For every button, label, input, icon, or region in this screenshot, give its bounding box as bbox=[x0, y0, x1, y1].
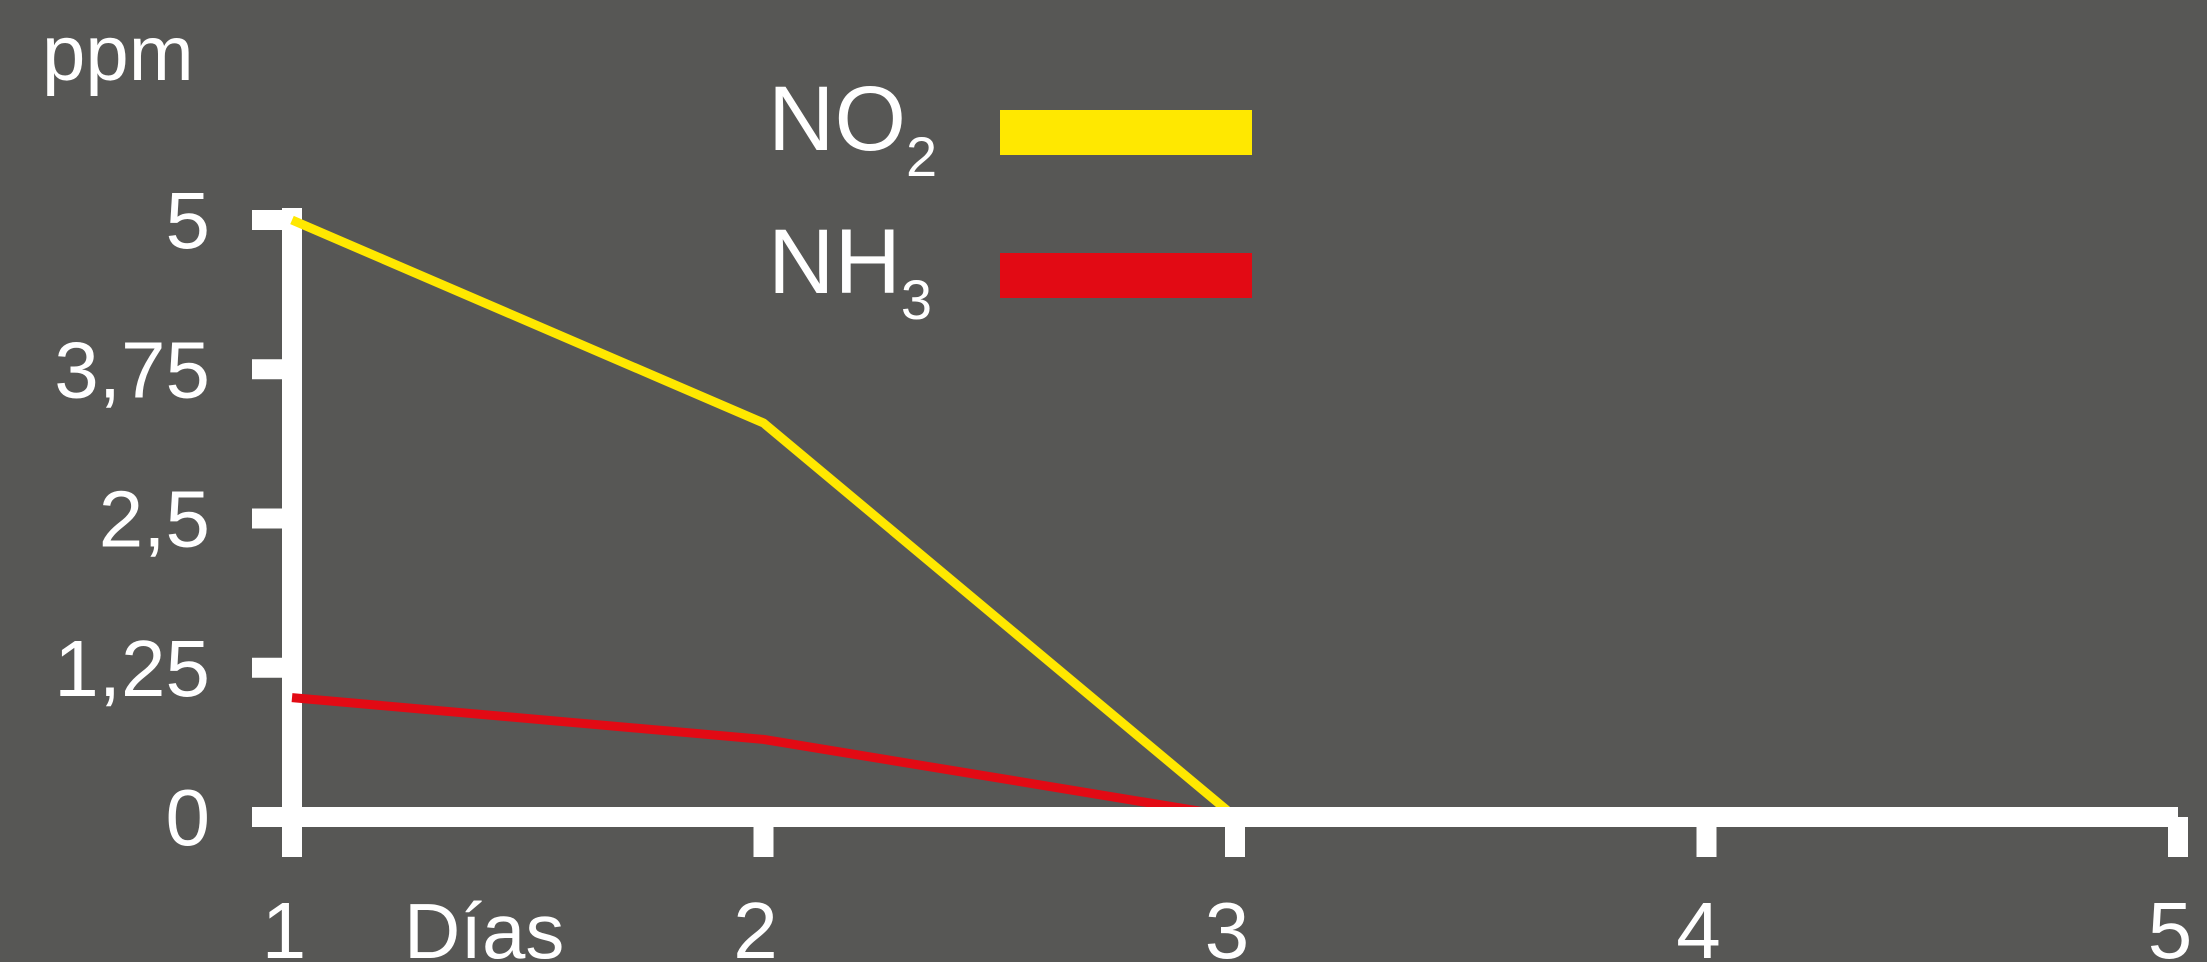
series-line-nh3 bbox=[291, 693, 2178, 822]
x-tick-label: 4 bbox=[1676, 886, 1721, 962]
legend-label-subscript: 2 bbox=[906, 125, 937, 188]
y-tick-label: 5 bbox=[166, 176, 211, 265]
x-tick-label: 1 bbox=[262, 886, 307, 962]
legend-label: NH3 bbox=[768, 211, 932, 331]
series-lines bbox=[252, 215, 2178, 827]
y-tick-label: 1,25 bbox=[54, 624, 210, 713]
y-axis-label: ppm bbox=[42, 9, 194, 97]
x-tick-label: 5 bbox=[2148, 886, 2193, 962]
series-line-no2 bbox=[290, 215, 2178, 822]
legend-swatch bbox=[1000, 110, 1252, 155]
x-tick-label: 3 bbox=[1205, 886, 1250, 962]
y-tick-label: 0 bbox=[166, 773, 211, 862]
legend: NO2 NH3 bbox=[768, 68, 1252, 331]
y-tick-label: 2,5 bbox=[99, 475, 210, 564]
legend-swatch bbox=[1000, 253, 1252, 298]
legend-label: NO2 bbox=[768, 68, 937, 188]
legend-label-subscript: 3 bbox=[901, 268, 932, 331]
x-axis-label: Días bbox=[404, 887, 564, 962]
x-tick-label: 2 bbox=[733, 886, 778, 962]
legend-item-nh3: NH3 bbox=[768, 211, 1252, 331]
y-tick-label: 3,75 bbox=[54, 325, 210, 414]
legend-item-no2: NO2 bbox=[768, 68, 1252, 188]
